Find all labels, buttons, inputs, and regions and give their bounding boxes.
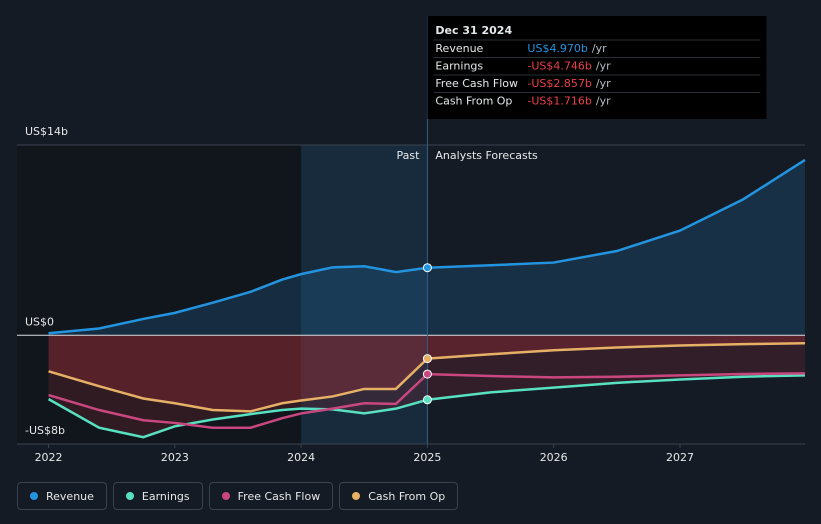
series-line: [48, 342, 806, 413]
legend-swatch: [30, 492, 38, 500]
point-marker: [422, 395, 432, 405]
series-line: [47, 374, 806, 439]
tooltip-value-label: -US$1.716b: [527, 95, 591, 108]
x-tick-label: 2025: [413, 451, 441, 464]
x-tick-label: 2024: [287, 451, 315, 464]
tooltip-value: -US$2.857b/yr: [527, 77, 611, 90]
y-tick-label: -US$8b: [25, 424, 65, 437]
tooltip-name: Free Cash Flow: [435, 77, 518, 90]
point-marker: [422, 354, 432, 364]
tooltip-unit: /yr: [596, 77, 611, 90]
legend-swatch: [352, 492, 361, 500]
tooltip-unit: /yr: [596, 60, 611, 73]
tooltip-value-label: -US$2.857b: [527, 77, 591, 90]
legend-label: Earnings: [141, 489, 190, 503]
x-tick-label: 2026: [540, 451, 568, 464]
series-line: [48, 158, 806, 335]
tooltip-value-label: US$4.970b: [527, 42, 588, 55]
x-tick-label: 2027: [666, 451, 694, 464]
series-line: [48, 372, 806, 429]
y-tick-label: US$14b: [25, 125, 68, 138]
tooltip-unit: /yr: [596, 95, 611, 108]
legend-item[interactable]: Free Cash Flow: [208, 482, 334, 510]
legend-swatch: [125, 492, 134, 500]
forecast-label: Analysts Forecasts: [435, 149, 538, 162]
negative-area: [48, 335, 806, 412]
point-marker: [422, 369, 432, 379]
tooltip: Dec 31 2024 Revenue US$4.970b/yr Earnings -U…: [427, 16, 767, 119]
tooltip-unit: /yr: [592, 42, 607, 55]
x-tick-label: 2022: [35, 451, 63, 464]
legend-label: Cash From Op: [368, 489, 446, 503]
legend-item[interactable]: Cash From Op: [339, 482, 459, 510]
point-marker: [422, 263, 432, 273]
legend-item[interactable]: Revenue: [17, 482, 107, 510]
tooltip-name: Cash From Op: [435, 95, 512, 108]
legend-item[interactable]: Earnings: [112, 482, 203, 510]
tooltip-value: US$4.970b/yr: [527, 42, 607, 55]
tooltip-value-label: -US$4.746b: [527, 60, 591, 73]
tooltip-name: Revenue: [435, 42, 483, 55]
tooltip-value: -US$1.716b/yr: [527, 95, 611, 108]
legend-label: Free Cash Flow: [237, 489, 321, 503]
tooltip-name: Earnings: [435, 60, 483, 73]
negative-area-lower: [48, 343, 806, 438]
y-tick-label: US$0: [25, 315, 54, 328]
tooltip-value: -US$4.746b/yr: [527, 60, 611, 73]
legend-swatch: [221, 492, 230, 500]
x-tick-label: 2023: [161, 451, 189, 464]
tooltip-title: Dec 31 2024: [435, 24, 512, 37]
legend-label: Revenue: [46, 489, 94, 503]
legend: Revenue Earnings Free Cash Flow Cash From O…: [17, 482, 459, 510]
past-label: Past: [396, 149, 420, 162]
revenue-area: [48, 159, 806, 336]
tooltip-box: [427, 16, 767, 119]
